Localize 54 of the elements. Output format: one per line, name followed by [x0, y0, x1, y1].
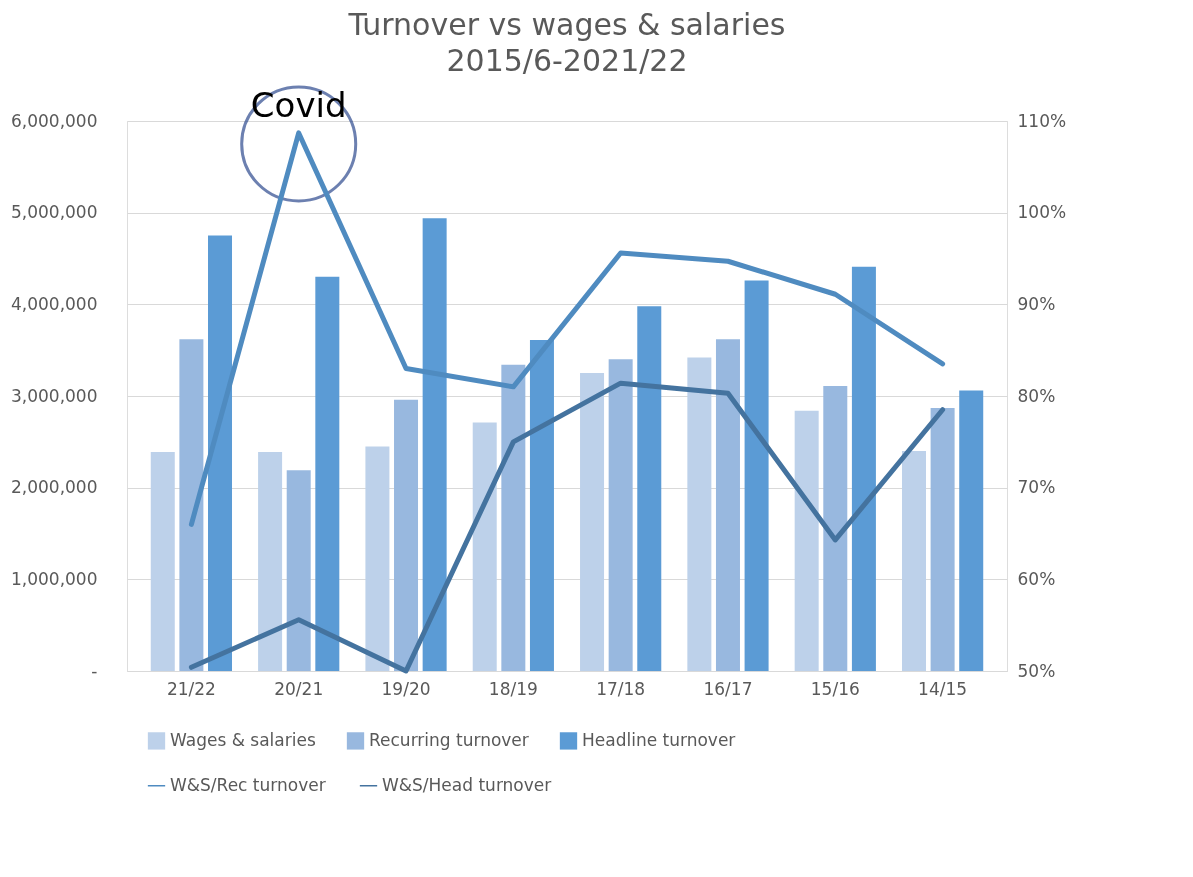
x-tick-label: 17/18 — [596, 678, 646, 699]
y-tick-label: 1,000,000 — [10, 568, 98, 589]
x-tick-label: 14/15 — [918, 678, 968, 699]
bar — [851, 266, 876, 671]
bar — [930, 407, 955, 671]
legend-label: W&S/Rec turnover — [170, 774, 326, 795]
y2-tick-label: 110% — [1017, 110, 1067, 131]
y-tick-label: 2,000,000 — [10, 477, 98, 498]
y-tick-label: - — [91, 660, 98, 681]
bar — [959, 390, 984, 671]
bar — [823, 385, 848, 671]
bar — [687, 357, 712, 671]
x-tick-label: 20/21 — [274, 678, 324, 699]
legend-label: Recurring turnover — [369, 729, 529, 750]
y2-tick-label: 100% — [1017, 202, 1067, 223]
legend-label: W&S/Head turnover — [382, 774, 552, 795]
bar — [529, 340, 554, 671]
x-tick-label: 19/20 — [381, 678, 431, 699]
y2-tick-label: 80% — [1017, 385, 1056, 406]
bar — [472, 422, 497, 671]
x-tick-label: 16/17 — [703, 678, 753, 699]
bar — [315, 276, 340, 671]
bar — [286, 470, 311, 671]
bar — [150, 451, 175, 671]
bar — [608, 359, 633, 671]
bar — [637, 306, 662, 671]
bar — [501, 364, 526, 671]
x-tick-label: 15/16 — [810, 678, 860, 699]
bar — [901, 451, 926, 671]
y2-tick-label: 90% — [1017, 293, 1056, 314]
bar — [422, 218, 447, 671]
y-tick-label: 3,000,000 — [10, 385, 98, 406]
bar — [715, 339, 740, 671]
bar — [208, 235, 233, 671]
y2-tick-label: 60% — [1017, 568, 1056, 589]
bar — [258, 451, 283, 671]
x-tick-label: 21/22 — [166, 678, 216, 699]
chart-title: Turnover vs wages & salaries — [347, 6, 786, 42]
annotation: Covid — [250, 84, 347, 125]
legend-label: Wages & salaries — [170, 729, 316, 750]
y-tick-label: 4,000,000 — [10, 293, 98, 314]
bar — [179, 339, 204, 671]
legend-label: Headline turnover — [582, 729, 736, 750]
y2-tick-label: 50% — [1017, 660, 1056, 681]
bar — [580, 373, 605, 671]
bar — [394, 399, 419, 671]
y-tick-label: 6,000,000 — [10, 110, 98, 131]
chart-subtitle: 2015/6-2021/22 — [446, 42, 688, 78]
bar — [744, 280, 769, 671]
x-tick-label: 18/19 — [488, 678, 538, 699]
y2-tick-label: 70% — [1017, 477, 1056, 498]
y-tick-label: 5,000,000 — [10, 202, 98, 223]
bar — [365, 446, 390, 671]
bar — [794, 410, 819, 671]
